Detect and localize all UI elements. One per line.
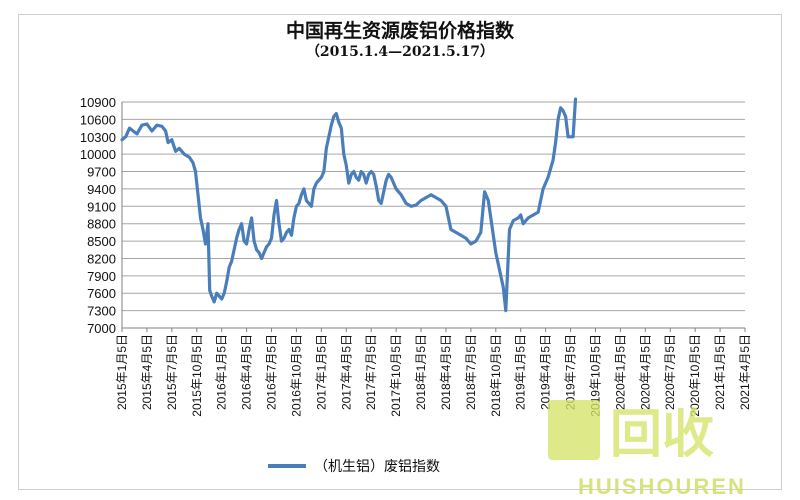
x-tick-label: 2020年10月5日 (688, 334, 702, 417)
x-tick-label: 2018年10月5日 (489, 334, 503, 417)
y-tick-label: 7900 (87, 269, 116, 284)
x-tick-label: 2020年1月5日 (613, 334, 627, 410)
chart-subtitle: （2015.1.4—2021.5.17） (305, 44, 495, 60)
chart-title: 中国再生资源废铝价格指数 (285, 20, 514, 42)
y-tick-label: 8800 (87, 217, 116, 232)
watermark-block (548, 400, 600, 460)
y-tick-label: 10000 (80, 147, 116, 162)
y-tick-label: 7600 (87, 286, 116, 301)
x-tick-label: 2017年1月5日 (314, 334, 328, 410)
x-tick-label: 2015年10月5日 (190, 334, 204, 417)
x-tick-label: 2019年7月5日 (564, 334, 578, 410)
x-tick-label: 2015年1月5日 (115, 334, 129, 410)
x-tick-label: 2017年10月5日 (389, 334, 403, 417)
x-tick-label: 2018年4月5日 (439, 334, 453, 410)
x-tick-label: 2016年1月5日 (215, 334, 229, 410)
x-tick-label: 2019年10月5日 (588, 334, 602, 417)
legend-label: （机生铝）废铝指数 (314, 458, 440, 474)
series-line (120, 97, 578, 313)
x-tick-label: 2015年4月5日 (140, 334, 154, 410)
watermark-logo-glyphs: 回收 (610, 406, 714, 464)
watermark-text: HUISHOUREN (578, 474, 746, 499)
x-tick-label: 2016年4月5日 (240, 334, 254, 410)
y-tick-label: 10600 (80, 112, 116, 127)
y-tick-label: 8200 (87, 251, 116, 266)
x-tick-label: 2021年1月5日 (713, 334, 727, 410)
x-tick-label: 2020年4月5日 (638, 334, 652, 410)
x-tick-label: 2018年7月5日 (464, 334, 478, 410)
y-tick-label: 7000 (87, 321, 116, 336)
y-tick-label: 10300 (80, 130, 116, 145)
y-tick-label: 10900 (80, 95, 116, 110)
y-tick-label: 9400 (87, 182, 116, 197)
x-tick-label: 2021年4月5日 (738, 334, 752, 410)
y-tick-label: 7300 (87, 304, 116, 319)
x-tick-label: 2019年4月5日 (539, 334, 553, 410)
x-tick-label: 2020年7月5日 (663, 334, 677, 410)
x-tick-label: 2017年7月5日 (364, 334, 378, 410)
x-tick-label: 2016年10月5日 (289, 334, 303, 417)
x-tick-label: 2016年7月5日 (265, 334, 279, 410)
watermark-logo: 回收 HUISHOUREN (548, 400, 746, 499)
x-tick-label: 2018年1月5日 (414, 334, 428, 410)
y-tick-label: 9700 (87, 165, 116, 180)
y-tick-label: 9100 (87, 199, 116, 214)
x-tick-label: 2019年1月5日 (514, 334, 528, 410)
y-tick-label: 8500 (87, 234, 116, 249)
x-tick-label: 2015年7月5日 (165, 334, 179, 410)
x-tick-label: 2017年4月5日 (339, 334, 353, 410)
